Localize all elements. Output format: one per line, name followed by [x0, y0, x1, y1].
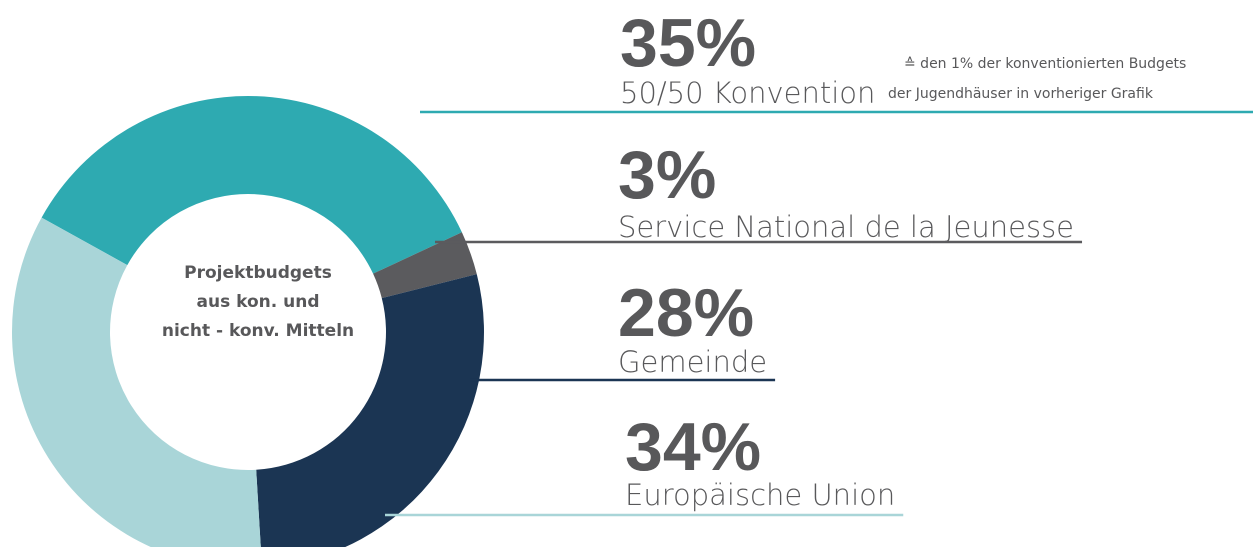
- category-label: Europäische Union: [625, 478, 895, 512]
- center-label: aus kon. und: [197, 292, 320, 312]
- category-label: 50/50 Konvention: [620, 76, 875, 110]
- category-label: Gemeinde: [618, 345, 767, 379]
- value-label: 28%: [618, 275, 754, 351]
- donut-segment: [41, 96, 462, 274]
- value-label: 3%: [618, 137, 716, 213]
- value-label: 34%: [625, 409, 761, 485]
- value-label: 35%: [620, 5, 756, 81]
- donut-segment: [373, 232, 477, 299]
- donut-segment: [256, 274, 484, 547]
- donut-segment: [12, 217, 261, 547]
- center-label: Projektbudgets: [184, 263, 332, 283]
- annotation: der Jugendhäuser in vorheriger Grafik: [888, 86, 1154, 102]
- category-label: Service National de la Jeunesse: [618, 210, 1074, 244]
- annotation: ≙ den 1% der konventionierten Budgets: [904, 56, 1186, 72]
- center-label: nicht - konv. Mitteln: [162, 321, 354, 341]
